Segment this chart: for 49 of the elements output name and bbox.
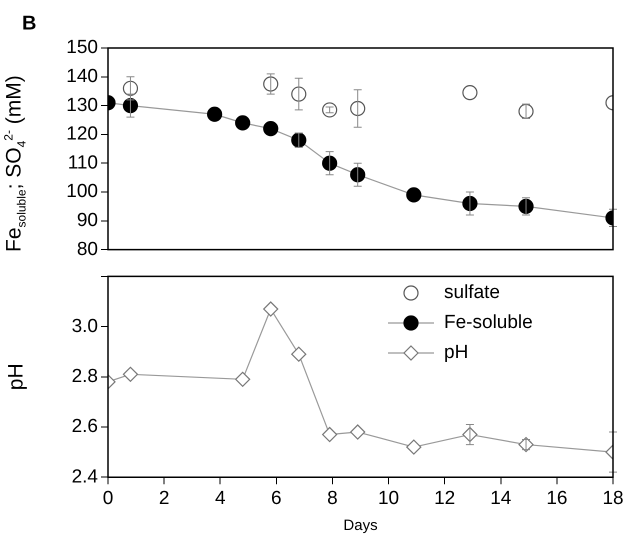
- y-tick-label: 140: [66, 66, 98, 88]
- y-tick-label: 2.8: [72, 366, 98, 388]
- y-tick-label: 80: [76, 238, 98, 260]
- point: [322, 156, 338, 171]
- point: [322, 426, 338, 442]
- y-tick-label: 100: [66, 181, 98, 202]
- point: [235, 372, 250, 387]
- point: [350, 167, 366, 182]
- x-tick-label: 8: [327, 488, 338, 509]
- y-axis-title: pH: [4, 363, 28, 390]
- legend-label: Fe-soluble: [444, 312, 533, 334]
- x-tick-label: 12: [434, 488, 456, 509]
- point: [291, 86, 306, 102]
- y-tick-label: 90: [76, 210, 98, 232]
- x-tick-label: 10: [378, 488, 400, 509]
- x-tick-label: 4: [214, 488, 226, 509]
- point: [122, 366, 138, 382]
- point: [350, 100, 366, 116]
- point: [518, 198, 534, 214]
- legend-label: sulfate: [444, 282, 500, 304]
- point: [263, 121, 278, 136]
- y-tick-label: 120: [66, 124, 98, 145]
- point: [462, 85, 478, 100]
- y-tick-label: 130: [66, 94, 98, 116]
- y-tick-label: 2.6: [72, 416, 98, 438]
- y-tick-label: 2.4: [72, 466, 98, 488]
- point: [263, 76, 278, 92]
- x-tick-label: 16: [546, 488, 568, 509]
- point: [350, 424, 366, 440]
- point: [322, 102, 338, 118]
- point: [263, 301, 278, 317]
- x-axis-title: Days: [343, 517, 378, 534]
- point: [207, 106, 222, 122]
- legend-label: pH: [444, 342, 468, 364]
- y-tick-label: 110: [68, 152, 98, 174]
- x-tick-label: 2: [158, 488, 170, 509]
- point: [406, 187, 422, 202]
- y-tick-label: 3.0: [72, 316, 98, 337]
- point: [291, 346, 306, 362]
- point: [518, 436, 534, 452]
- chart-title: B: [22, 12, 36, 35]
- point: [235, 115, 250, 130]
- point: [406, 439, 422, 455]
- x-tick-label: 0: [102, 488, 114, 509]
- x-tick-label: 18: [602, 488, 624, 509]
- x-tick-label: 6: [271, 488, 282, 509]
- point: [462, 196, 478, 212]
- x-tick-label: 14: [490, 488, 512, 509]
- y-tick-label: 150: [66, 37, 98, 58]
